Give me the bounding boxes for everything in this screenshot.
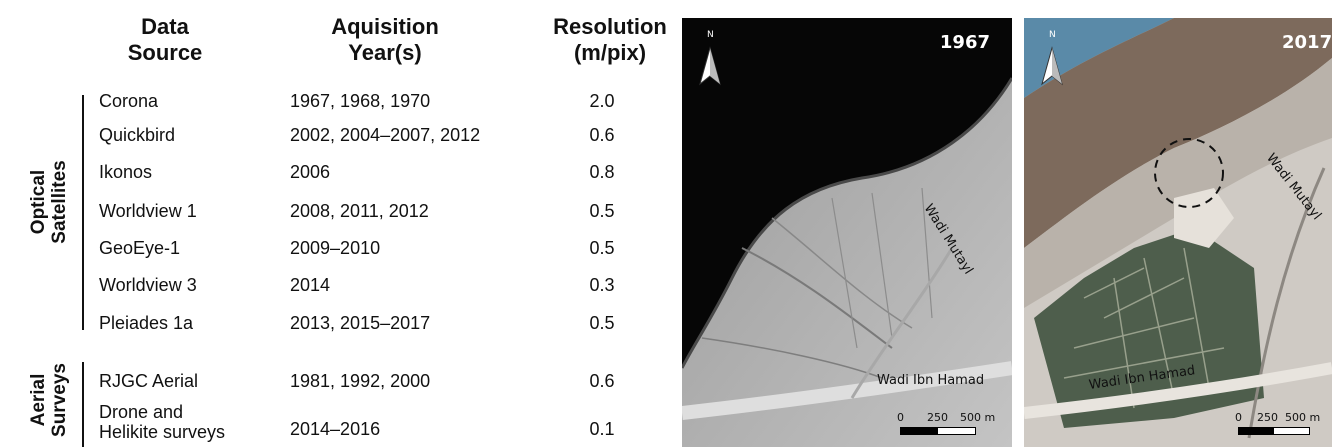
row-years: 1981, 1992, 2000 [290,371,431,391]
row-source: Ikonos [99,162,153,182]
row-resolution: 0.6 [589,125,615,145]
scale-tick-label: 500 m [1285,411,1321,424]
header-resolution: Resolution (m/pix) [545,14,675,66]
header-line: Source [127,40,203,65]
header-line: Aquisition [331,14,439,39]
map-2017-imagery [1024,18,1332,447]
north-arrow-shape [699,46,721,86]
group-label-line: Satellites [49,160,70,244]
row-years: 2009–2010 [290,238,381,258]
row-source: GeoEye-1 [99,238,181,258]
row-resolution: 0.5 [589,313,615,333]
row-source: Pleiades 1a [99,313,194,333]
header-line: Resolution [553,14,667,39]
north-arrow-icon: N [1038,30,1066,88]
header-data-source: Data Source [110,14,220,66]
north-arrow-shape [1041,46,1063,86]
north-label: N [1049,30,1056,40]
row-source: RJGC Aerial [99,371,199,391]
row-resolution: 0.3 [589,275,615,295]
header-acquisition-year: Aquisition Year(s) [300,14,470,66]
label-wadi-ibn-hamad: Wadi Ibn Hamad [877,373,985,388]
north-arrow-icon: N [696,30,724,88]
row-resolution: 0.8 [589,162,615,182]
map-year-label: 1967 [939,32,990,53]
row-years: 2013, 2015–2017 [290,313,431,333]
row-source: Worldview 3 [99,275,197,295]
row-source: Worldview 1 [99,201,197,221]
scale-tick-label: 250 [927,411,948,424]
group-label-aerial-surveys: Aerial Surveys [28,355,72,445]
scale-tick-label: 0 [897,411,904,424]
group-label-line: Optical [28,169,49,235]
scale-bar [900,427,976,435]
row-years: 2014–2016 [290,419,381,439]
header-line: Year(s) [348,40,422,65]
map-1967-imagery [682,18,1012,447]
header-line: (m/pix) [573,40,647,65]
row-source-line: Drone and [99,402,184,422]
group-label-line: Aerial [28,373,49,427]
row-years: 2014 [290,275,331,295]
group-bracket-optical [82,95,84,330]
north-label: N [707,30,714,40]
row-resolution: 0.5 [589,238,615,258]
group-bracket-aerial [82,362,84,447]
map-1967: 1967 N Wadi Mutayl Wadi Ibn Hamad 0 250 … [682,18,1012,447]
row-years: 1967, 1968, 1970 [290,91,431,111]
row-years: 2002, 2004–2007, 2012 [290,125,481,145]
scale-bar [1238,427,1310,435]
row-resolution: 0.6 [589,371,615,391]
map-2017: 2017 N Wadi Mutayl Wadi Ibn Hamad 0 250 … [1024,18,1332,447]
row-source: Quickbird [99,125,176,145]
row-resolution: 2.0 [589,91,615,111]
row-years: 2008, 2011, 2012 [290,201,429,221]
header-line: Data [141,14,189,39]
row-years: 2006 [290,162,331,182]
scale-tick-label: 500 m [960,411,996,424]
row-source: Corona [99,91,159,111]
row-resolution: 0.5 [589,201,615,221]
map-year-label: 2017 [1282,32,1332,53]
row-source: Drone and Helikite surveys [99,402,225,442]
group-label-line: Surveys [49,363,70,437]
group-label-optical-satellites: Optical Satellites [28,147,72,257]
scale-tick-label: 250 [1257,411,1278,424]
row-source-line: Helikite surveys [99,422,226,442]
row-resolution: 0.1 [589,419,615,439]
scale-tick-label: 0 [1235,411,1242,424]
